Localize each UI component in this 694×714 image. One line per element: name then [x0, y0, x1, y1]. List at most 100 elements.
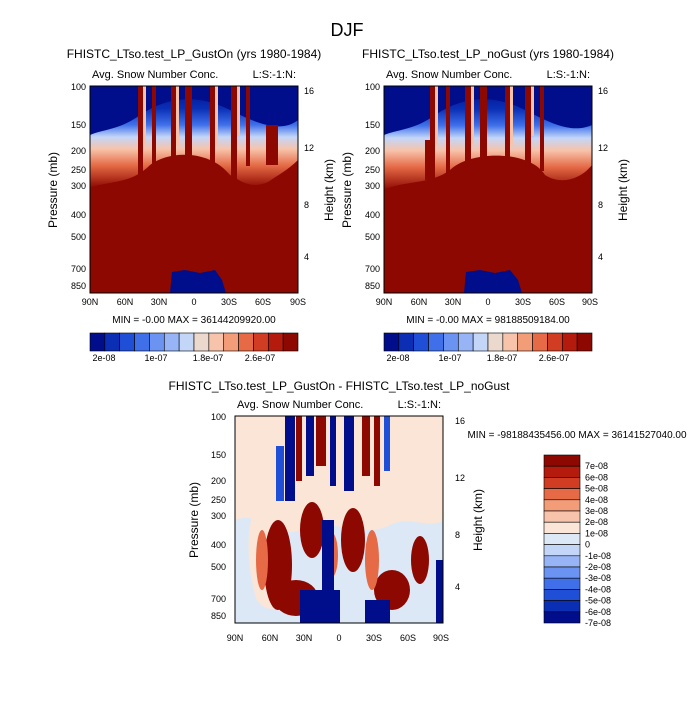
panel-a-colorbar [89, 332, 299, 352]
panel-b-ytick: 500 [365, 232, 380, 242]
panel-b-xtick: 0 [485, 297, 490, 307]
panel-c-ylabel: Pressure (mb) [187, 482, 201, 558]
panel-a-colorbar-box [149, 332, 165, 352]
panel-c-ytick: 150 [211, 450, 226, 460]
panel-b-ytick: 200 [365, 146, 380, 156]
panel-a-colorbar-box [223, 332, 239, 352]
panel-b-colorbar-box [413, 332, 429, 352]
panel-a-ytick: 300 [71, 181, 86, 191]
panel-a-xtick: 30S [221, 297, 237, 307]
panel-c-ytick: 400 [211, 540, 226, 550]
panel-c-xtick: 30N [296, 633, 313, 643]
panel-c-stats: MIN = -98188435456.00 MAX = 36141527040.… [467, 430, 686, 441]
panel-a-colorbar-box [267, 332, 284, 352]
panel-a-x-ticks: 90N 60N 30N 0 30S 60S 90S [82, 297, 306, 307]
panel-b-ytick: 150 [365, 120, 380, 130]
panel-a-ytick-right: 4 [304, 252, 309, 262]
panel-b-colorbar-box [457, 332, 474, 352]
panel-b-colorbar-box [517, 332, 533, 352]
panel-c-ytick: 850 [211, 611, 226, 621]
page-title: DJF [331, 20, 364, 40]
panel-c-cbar-label: -4e-08 [585, 584, 611, 594]
panel-c-x-ticks: 90N 60N 30N 0 30S 60S 90S [227, 633, 449, 643]
panel-c-cbar-label: 5e-08 [585, 484, 608, 494]
panel-a-field [90, 86, 298, 293]
panel-b-ylabel: Pressure (mb) [340, 152, 354, 228]
panel-c-colorbar-box [543, 566, 581, 579]
panel-c-cbar-label: -7e-08 [585, 618, 611, 628]
panel-no-gust: FHISTC_LTso.test_LP_noGust (yrs 1980-198… [340, 47, 630, 363]
panel-c-cbar-label: 0 [585, 540, 590, 550]
panel-b-xtick: 30S [515, 297, 531, 307]
panel-c-subtitle-left: Avg. Snow Number Conc. [237, 399, 363, 411]
panel-b-ytick-right: 8 [598, 200, 603, 210]
panel-c-ytick: 200 [211, 476, 226, 486]
panel-c-colorbar-box [543, 600, 581, 613]
panel-a-colorbar-box [253, 332, 269, 352]
panel-b-colorbar-box [532, 332, 548, 352]
panel-a-y-ticks-right: 16 12 8 4 [304, 86, 314, 262]
panel-b-colorbar-box [472, 332, 489, 352]
panel-b-cbar-label: 2e-08 [386, 353, 409, 363]
panel-b-colorbar-box [502, 332, 519, 352]
panel-a-title: FHISTC_LTso.test_LP_GustOn (yrs 1980-198… [67, 47, 322, 61]
panel-c-xtick: 30S [366, 633, 382, 643]
panel-b-cbar-label: 2.6e-07 [539, 353, 570, 363]
panel-c-title: FHISTC_LTso.test_LP_GustOn - FHISTC_LTso… [168, 379, 510, 393]
panel-a-colorbar-box [104, 332, 121, 352]
panel-a-ytick: 700 [71, 264, 86, 274]
panel-b-ytick: 700 [365, 264, 380, 274]
panel-b-xtick: 90S [582, 297, 598, 307]
panel-c-ytick: 500 [211, 562, 226, 572]
panel-c-cbar-label: -2e-08 [585, 562, 611, 572]
panel-c-xtick: 60S [400, 633, 416, 643]
panel-a-colorbar-box [134, 332, 150, 352]
panel-b-y-ticks-right: 16 12 8 4 [598, 86, 608, 262]
panel-c-ytick-right: 4 [455, 582, 460, 592]
panel-a-stats: MIN = -0.00 MAX = 36144209920.00 [112, 315, 276, 326]
panel-b-colorbar-box [487, 332, 504, 352]
panel-b-ytick: 850 [365, 281, 380, 291]
panel-c-colorbar-box [543, 499, 581, 512]
panel-a-colorbar-box [282, 332, 299, 352]
panel-a-ytick-right: 12 [304, 143, 314, 153]
panel-a-ytick: 200 [71, 146, 86, 156]
panel-b-ytick: 100 [365, 82, 380, 92]
panel-c-colorbar-box [543, 555, 581, 568]
panel-c-colorbar [543, 454, 581, 624]
panel-c-colorbar-box [543, 510, 581, 523]
panel-b-xtick: 30N [445, 297, 462, 307]
panel-c-cbar-label: 4e-08 [585, 495, 608, 505]
panel-c-xtick: 60N [262, 633, 279, 643]
panel-a-ytick: 850 [71, 281, 86, 291]
panel-a-ytick: 250 [71, 165, 86, 175]
panel-c-cbar-label: -6e-08 [585, 607, 611, 617]
panel-b-colorbar-box [383, 332, 400, 352]
panel-b-cbar-label: 1.8e-07 [487, 353, 518, 363]
panel-b-colorbar-box [428, 332, 444, 352]
panel-c-xtick: 90N [227, 633, 244, 643]
panel-c-colorbar-box [543, 465, 581, 478]
panel-b-colorbar-box [443, 332, 459, 352]
panel-c-colorbar-box [543, 533, 581, 545]
panel-a-ylabel-right: Height (km) [322, 159, 336, 221]
panel-b-title: FHISTC_LTso.test_LP_noGust (yrs 1980-198… [362, 47, 614, 61]
panel-a-cbar-label: 2e-08 [92, 353, 115, 363]
panel-c-colorbar-box [543, 454, 581, 467]
panel-c-colorbar-box [543, 521, 581, 534]
panel-b-ytick: 300 [365, 181, 380, 191]
panel-a-colorbar-box [193, 332, 210, 352]
panel-a-xtick: 0 [191, 297, 196, 307]
panel-a-cbar-label: 2.6e-07 [245, 353, 276, 363]
panel-c-xtick: 90S [433, 633, 449, 643]
panel-c-ytick-right: 12 [455, 473, 465, 483]
panel-c-ytick: 300 [211, 511, 226, 521]
panel-c-colorbar-box [543, 477, 581, 489]
panel-a-colorbar-box [178, 332, 195, 352]
panel-c-cbar-label: 1e-08 [585, 528, 608, 538]
panel-c-cbar-label: 6e-08 [585, 472, 608, 482]
panel-c-colorbar-box [543, 589, 581, 601]
panel-a-xtick: 30N [151, 297, 168, 307]
